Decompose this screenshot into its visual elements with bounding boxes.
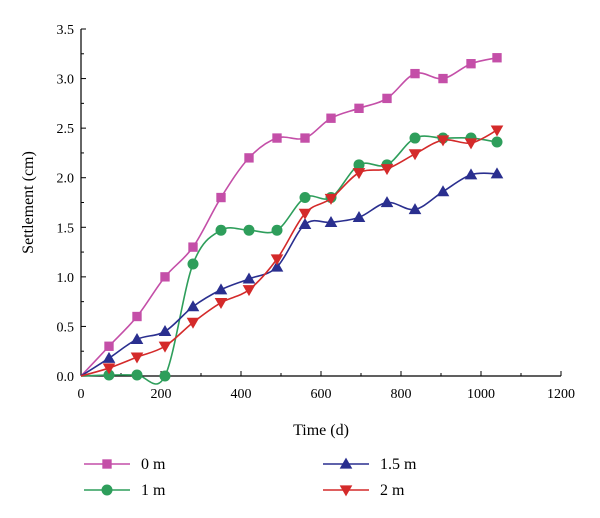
data-point-0m — [160, 272, 170, 282]
data-point-1-5m — [186, 300, 200, 312]
data-point-1m — [353, 159, 365, 171]
y-tick-label: 0.0 — [57, 370, 75, 385]
series-1-5m — [80, 167, 504, 377]
data-point-0m — [410, 68, 420, 79]
data-point-2m — [490, 125, 504, 137]
data-point-1-5m — [408, 203, 422, 215]
data-point-0m — [382, 93, 392, 104]
data-point-0m — [188, 242, 198, 252]
y-axis-label: Settlement (cm) — [20, 151, 37, 254]
x-tick-label: 600 — [311, 387, 332, 402]
data-point-1m — [299, 192, 311, 204]
legend-item-1m: 1 m — [84, 482, 166, 499]
data-point-0m — [216, 192, 226, 203]
legend-marker — [102, 459, 112, 469]
legend-label: 0 m — [141, 456, 166, 473]
series-1m — [80, 132, 503, 385]
legend-label: 2 m — [380, 482, 405, 499]
legend: 0 m 1 m 1.5 m 2 m — [84, 456, 417, 499]
data-point-1m — [243, 224, 255, 236]
data-point-2m — [324, 193, 338, 205]
data-point-0m — [326, 113, 336, 123]
data-point-2m — [464, 138, 478, 150]
data-point-2m — [408, 149, 422, 161]
data-point-0m — [300, 133, 310, 143]
y-tick-label: 2.0 — [57, 172, 75, 187]
y-tick-label: 1.5 — [57, 221, 75, 236]
data-point-1m — [187, 258, 199, 270]
data-point-2m — [380, 164, 394, 176]
data-point-0m — [104, 341, 114, 351]
data-point-0m — [244, 153, 254, 163]
legend-item-0m: 0 m — [84, 456, 166, 473]
x-tick-label: 800 — [391, 387, 412, 402]
x-tick-label: 1200 — [547, 387, 575, 402]
legend-marker — [339, 485, 353, 497]
series-layer — [80, 53, 504, 385]
data-point-1m — [131, 369, 143, 381]
data-point-1-5m — [242, 272, 256, 284]
data-point-1-5m — [298, 217, 312, 229]
data-point-1-5m — [324, 216, 338, 228]
data-point-1m — [409, 132, 421, 144]
y-tick-label: 1.0 — [57, 271, 75, 286]
data-point-1-5m — [102, 351, 116, 363]
data-point-1-5m — [380, 196, 394, 208]
legend-label: 1.5 m — [380, 456, 417, 473]
data-point-1m — [103, 369, 115, 381]
data-point-1-5m — [352, 211, 366, 223]
series-line-1m — [80, 135, 498, 385]
series-line-2m — [80, 129, 498, 377]
series-0m — [80, 53, 502, 377]
data-point-2m — [214, 297, 228, 309]
series-2m — [80, 125, 504, 377]
data-point-2m — [352, 168, 366, 180]
data-point-2m — [158, 341, 172, 353]
data-point-2m — [102, 363, 116, 375]
data-point-2m — [186, 317, 200, 329]
x-tick-label: 0 — [78, 387, 85, 402]
x-axis-label: Time (d) — [293, 422, 349, 439]
legend-label: 1 m — [141, 482, 166, 499]
data-point-0m — [132, 311, 142, 322]
data-point-2m — [242, 285, 256, 297]
legend-marker — [101, 484, 113, 496]
data-point-1-5m — [158, 325, 172, 337]
series-line-0m — [80, 56, 498, 377]
axes: 0.0 0.5 1.0 1.5 2.0 2.5 3.0 3.5 0 200 400 600 800 100… — [20, 23, 575, 439]
data-point-2m — [436, 135, 450, 147]
legend-item-1-5m: 1.5 m — [323, 456, 417, 473]
data-point-1m — [271, 224, 283, 236]
x-tick-label: 400 — [231, 387, 252, 402]
y-tick-label: 3.5 — [57, 23, 75, 38]
data-point-1m — [491, 136, 503, 148]
legend-item-2m: 2 m — [323, 482, 405, 499]
data-point-1-5m — [214, 283, 228, 295]
data-point-0m — [272, 133, 282, 143]
y-tick-label: 3.0 — [57, 73, 75, 88]
data-point-1-5m — [464, 168, 478, 180]
y-tick-label: 2.5 — [57, 122, 75, 137]
data-point-1-5m — [436, 185, 450, 197]
legend-marker — [339, 457, 353, 469]
data-point-0m — [438, 73, 448, 84]
data-point-1m — [159, 370, 171, 382]
data-point-1m — [215, 224, 227, 236]
data-point-2m — [130, 352, 144, 364]
data-point-2m — [270, 254, 284, 266]
data-point-0m — [466, 59, 476, 69]
data-point-1-5m — [130, 332, 144, 344]
data-point-1-5m — [270, 260, 284, 272]
data-point-2m — [298, 208, 312, 220]
y-tick-label: 0.5 — [57, 320, 75, 335]
data-point-1-5m — [490, 167, 504, 179]
x-tick-label: 1000 — [467, 387, 495, 402]
series-line-1-5m — [80, 172, 498, 377]
x-tick-label: 200 — [151, 387, 172, 402]
data-point-0m — [354, 103, 364, 113]
data-point-0m — [492, 53, 502, 63]
